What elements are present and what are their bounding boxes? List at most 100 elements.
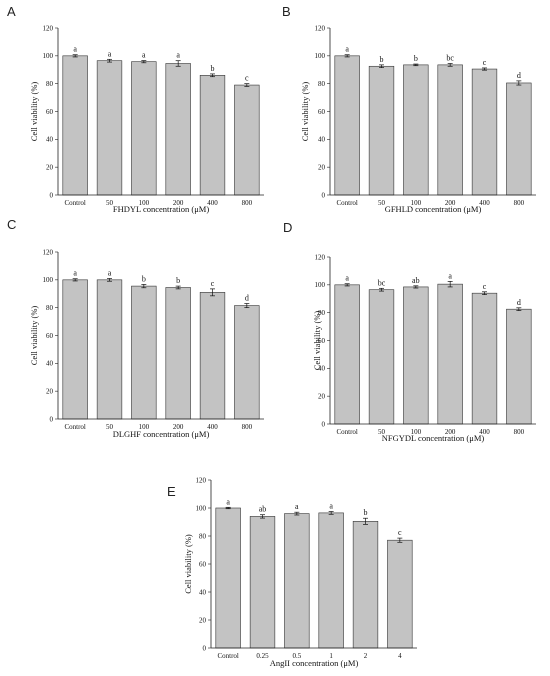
x-tick-label: 100 xyxy=(411,428,422,436)
x-axis-label: NFGYDL concentration (μM) xyxy=(382,433,485,443)
y-tick-label: 120 xyxy=(315,253,326,261)
x-tick-label: 400 xyxy=(479,428,490,436)
y-tick-label: 100 xyxy=(43,276,54,284)
x-tick-label: 200 xyxy=(445,428,456,436)
y-tick-label: 120 xyxy=(315,24,326,32)
x-tick-label: 200 xyxy=(173,423,184,431)
significance-label: a xyxy=(108,268,112,277)
x-tick-label: 50 xyxy=(106,423,114,431)
y-tick-label: 0 xyxy=(203,644,207,652)
significance-label: b xyxy=(176,276,180,285)
significance-label: a xyxy=(329,502,333,511)
bar xyxy=(368,289,395,425)
x-tick-label: 2 xyxy=(364,652,368,660)
panel-letter: E xyxy=(167,484,176,499)
y-tick-label: 100 xyxy=(315,52,326,60)
significance-label: a xyxy=(345,274,349,283)
bar xyxy=(165,63,191,196)
panel-b: B 0 20 40 60 80 100 120 a Control b 50 b 100 bc 200 c 400… xyxy=(282,4,536,214)
y-tick-label: 20 xyxy=(318,393,326,401)
x-tick-label: 100 xyxy=(139,423,150,431)
significance-label: b xyxy=(142,274,146,283)
significance-label: b xyxy=(380,55,384,64)
y-tick-label: 40 xyxy=(46,360,54,368)
y-tick-label: 0 xyxy=(50,191,54,199)
bar xyxy=(318,512,344,649)
x-axis-label: AngII concentration (μM) xyxy=(270,658,359,668)
y-tick-label: 40 xyxy=(318,136,326,144)
x-tick-label: 400 xyxy=(479,199,490,207)
y-tick-label: 20 xyxy=(199,616,207,624)
x-tick-label: Control xyxy=(64,423,85,431)
y-tick-label: 60 xyxy=(318,337,326,345)
y-tick-label: 60 xyxy=(318,108,326,116)
bar xyxy=(334,284,360,425)
x-tick-label: 100 xyxy=(411,199,422,207)
bar xyxy=(62,55,88,196)
y-tick-label: 40 xyxy=(46,136,54,144)
y-tick-label: 120 xyxy=(196,476,207,484)
significance-label: a xyxy=(73,269,77,278)
y-tick-label: 100 xyxy=(196,504,207,512)
significance-label: c xyxy=(483,58,487,67)
y-tick-label: 80 xyxy=(199,532,207,540)
y-tick-label: 120 xyxy=(43,248,54,256)
panel-d: D 0 20 40 60 80 100 120 a Control bc 50 ab 100 a 200 c 40… xyxy=(283,220,536,443)
y-axis-label: Cell viability (%) xyxy=(29,306,39,366)
bar xyxy=(62,279,88,420)
bar xyxy=(368,65,395,196)
significance-label: a xyxy=(142,51,146,60)
bar xyxy=(334,55,360,196)
y-tick-label: 0 xyxy=(322,191,326,199)
y-tick-label: 100 xyxy=(43,52,54,60)
significance-label: a xyxy=(73,45,77,54)
bar xyxy=(437,64,463,196)
y-tick-label: 60 xyxy=(46,108,54,116)
bar xyxy=(96,60,123,196)
y-tick-label: 120 xyxy=(43,24,54,32)
y-tick-label: 60 xyxy=(46,332,54,340)
significance-label: a xyxy=(448,271,452,280)
significance-label: b xyxy=(211,64,215,73)
bar xyxy=(165,287,191,420)
x-tick-label: Control xyxy=(336,199,357,207)
x-tick-label: 800 xyxy=(514,428,525,436)
x-tick-label: 200 xyxy=(445,199,456,207)
y-axis-label: Cell viability (%) xyxy=(183,534,193,594)
significance-label: ab xyxy=(259,505,267,514)
significance-label: b xyxy=(414,54,418,63)
y-tick-label: 20 xyxy=(46,164,54,172)
y-tick-label: 0 xyxy=(50,415,54,423)
bar xyxy=(131,285,157,420)
significance-label: a xyxy=(345,45,349,54)
x-axis-label: GFHLD concentration (μM) xyxy=(385,204,482,214)
x-tick-label: Control xyxy=(217,652,238,660)
significance-label: c xyxy=(398,528,402,537)
significance-label: d xyxy=(245,293,249,302)
x-tick-label: 400 xyxy=(207,423,218,431)
panel-e: E 0 20 40 60 80 100 120 a Control ab 0.25 a 0.5 a 1 b 2 c 4… xyxy=(167,476,417,668)
bar xyxy=(403,64,429,196)
y-tick-label: 80 xyxy=(318,80,326,88)
y-tick-label: 0 xyxy=(322,420,326,428)
bar xyxy=(506,308,532,425)
significance-label: bc xyxy=(378,278,386,287)
x-tick-label: 0.5 xyxy=(292,652,301,660)
significance-label: d xyxy=(517,71,521,80)
y-tick-label: 80 xyxy=(46,304,54,312)
significance-label: bc xyxy=(446,53,454,62)
bar xyxy=(215,507,241,649)
bar xyxy=(96,279,123,420)
x-tick-label: Control xyxy=(64,199,85,207)
x-tick-label: 800 xyxy=(514,199,525,207)
bar xyxy=(234,305,260,420)
significance-label: c xyxy=(245,74,249,83)
bar xyxy=(471,68,498,196)
x-tick-label: 200 xyxy=(173,199,184,207)
significance-label: a xyxy=(295,502,299,511)
x-tick-label: 400 xyxy=(207,199,218,207)
x-tick-label: 1 xyxy=(329,652,333,660)
panel-letter: B xyxy=(282,4,291,19)
bar xyxy=(199,75,226,196)
